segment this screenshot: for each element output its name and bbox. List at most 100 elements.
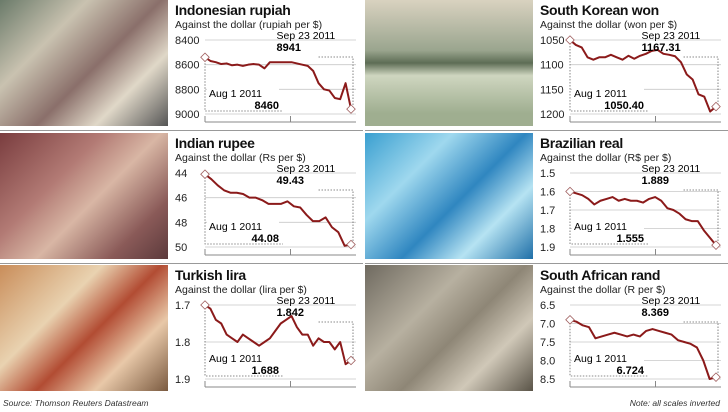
end-leader [318, 189, 354, 245]
y-tick-label: 1.9 [540, 242, 555, 254]
start-value: 1050.40 [604, 100, 644, 112]
end-date: Sep 23 2011 [642, 30, 701, 42]
start-label-bg [572, 87, 644, 110]
chart-title: Indian rupee [175, 135, 255, 151]
banknote-photo [365, 265, 533, 391]
start-value: 1.688 [251, 365, 279, 377]
y-tick-label: 8600 [175, 60, 199, 72]
end-date: Sep 23 2011 [642, 163, 701, 175]
end-marker [346, 104, 356, 114]
banknote-photo [0, 133, 168, 259]
panel-1: South Korean won Against the dollar (won… [365, 0, 728, 128]
panel-4: Turkish lira Against the dollar (lira pe… [0, 265, 363, 393]
end-value: 8.369 [642, 307, 670, 319]
end-marker [711, 372, 721, 382]
end-leader [683, 56, 719, 107]
start-marker [565, 186, 575, 197]
y-tick-label: 1.8 [540, 224, 555, 236]
panel-2: Indian rupee Against the dollar (Rs per … [0, 133, 363, 261]
start-label-bg [572, 352, 644, 375]
end-marker [346, 239, 356, 250]
chart-subtitle: Against the dollar (rupiah per $) [175, 19, 323, 31]
start-marker [565, 314, 575, 325]
y-tick-label: 1.8 [175, 337, 190, 349]
end-date: Sep 23 2011 [277, 30, 336, 42]
y-tick-label: 1.7 [175, 300, 190, 312]
banknote-photo [0, 265, 168, 391]
chart-subtitle: Against the dollar (won per $) [540, 19, 678, 31]
series-line [569, 190, 717, 246]
chart-subtitle: Against the dollar (R per $) [540, 284, 666, 296]
end-leader [318, 56, 354, 110]
start-label-bg [207, 220, 279, 243]
start-value: 1.555 [616, 233, 644, 245]
start-label-bg [572, 220, 644, 243]
start-leader [204, 174, 283, 245]
divider [0, 130, 363, 131]
y-tick-label: 48 [175, 217, 187, 229]
banknote-photo [365, 0, 533, 126]
series-line [204, 56, 352, 110]
end-value: 8941 [277, 42, 301, 54]
series-line [569, 318, 717, 380]
end-leader [683, 321, 719, 378]
inverted-scales-note: Note: all scales inverted [629, 398, 720, 408]
start-leader [569, 319, 648, 377]
end-value: 1.842 [277, 307, 305, 319]
end-date: Sep 23 2011 [277, 295, 336, 307]
y-tick-label: 1.7 [540, 205, 555, 217]
end-value: 1.889 [642, 175, 670, 187]
start-marker [200, 169, 210, 180]
y-tick-label: 1.6 [540, 187, 555, 199]
chart-title: Turkish lira [175, 267, 246, 283]
divider [0, 263, 363, 264]
start-marker [565, 35, 575, 45]
start-date: Aug 1 2011 [574, 353, 627, 365]
start-date: Aug 1 2011 [574, 88, 627, 100]
start-date: Aug 1 2011 [209, 353, 262, 365]
end-marker [711, 240, 721, 250]
banknote-photo [0, 0, 168, 126]
y-tick-label: 7.5 [540, 337, 555, 349]
panel-3: Brazilian real Against the dollar (R$ pe… [365, 133, 728, 261]
y-tick-label: 8.5 [540, 374, 555, 386]
end-value: 1167.31 [642, 42, 681, 54]
y-tick-label: 1150 [540, 84, 564, 96]
y-tick-label: 1050 [540, 35, 564, 47]
start-leader [204, 57, 283, 112]
chart-subtitle: Against the dollar (R$ per $) [540, 152, 672, 164]
y-tick-label: 9000 [175, 109, 199, 121]
start-date: Aug 1 2011 [574, 221, 627, 233]
y-tick-label: 8400 [175, 35, 199, 47]
chart-title: Indonesian rupiah [175, 2, 291, 18]
start-leader [204, 305, 283, 377]
start-date: Aug 1 2011 [209, 88, 262, 100]
start-leader [569, 191, 648, 245]
start-date: Aug 1 2011 [209, 221, 262, 233]
start-marker [200, 300, 210, 310]
series-line [204, 173, 352, 247]
chart-subtitle: Against the dollar (Rs per $) [175, 152, 306, 164]
y-tick-label: 46 [175, 193, 187, 205]
series-line [569, 39, 717, 113]
y-tick-label: 1.5 [540, 168, 555, 180]
panel-0: Indonesian rupiah Against the dollar (ru… [0, 0, 363, 128]
y-tick-label: 50 [175, 242, 187, 254]
start-leader [569, 40, 648, 112]
divider [365, 130, 728, 131]
y-tick-label: 7.0 [540, 319, 555, 331]
y-tick-label: 1.9 [175, 374, 190, 386]
start-label-bg [207, 352, 279, 375]
y-tick-label: 1200 [540, 109, 564, 121]
panel-5: South African rand Against the dollar (R… [365, 265, 728, 393]
start-marker [200, 52, 210, 63]
end-date: Sep 23 2011 [642, 295, 701, 307]
y-tick-label: 8800 [175, 84, 199, 96]
start-value: 6.724 [616, 365, 644, 377]
banknote-photo [365, 133, 533, 259]
